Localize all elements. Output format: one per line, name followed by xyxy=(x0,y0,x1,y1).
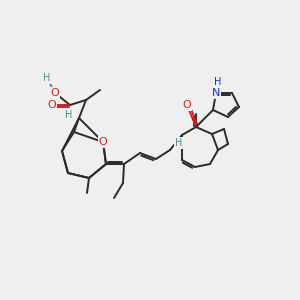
Text: O: O xyxy=(99,137,107,147)
Text: O: O xyxy=(51,88,59,98)
Text: N: N xyxy=(212,88,220,98)
Text: H: H xyxy=(65,110,73,120)
Text: O: O xyxy=(183,100,191,110)
Text: H: H xyxy=(214,77,222,87)
Text: H: H xyxy=(43,73,51,83)
Text: O: O xyxy=(48,100,56,110)
Text: H: H xyxy=(175,138,183,148)
